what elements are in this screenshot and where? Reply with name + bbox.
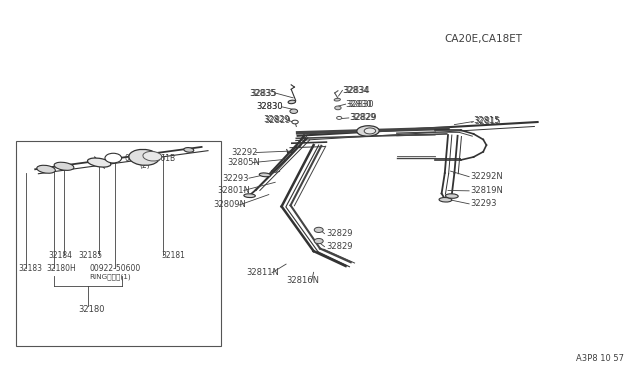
Text: 32829: 32829 bbox=[264, 116, 291, 125]
Circle shape bbox=[314, 227, 323, 232]
Text: 32816N: 32816N bbox=[287, 276, 320, 285]
Text: 32809N: 32809N bbox=[214, 201, 246, 209]
Text: 32180: 32180 bbox=[78, 305, 104, 314]
Text: 32811N: 32811N bbox=[246, 268, 279, 277]
Circle shape bbox=[335, 106, 341, 110]
Ellipse shape bbox=[445, 194, 458, 198]
Text: 32801N: 32801N bbox=[218, 186, 250, 195]
Text: 32815: 32815 bbox=[474, 116, 500, 125]
Text: 32819N: 32819N bbox=[470, 186, 503, 195]
Ellipse shape bbox=[439, 198, 452, 202]
Ellipse shape bbox=[36, 165, 56, 173]
Ellipse shape bbox=[184, 148, 194, 152]
Text: 32805N: 32805N bbox=[227, 158, 260, 167]
Circle shape bbox=[292, 120, 298, 124]
Text: 32180H: 32180H bbox=[46, 264, 76, 273]
Text: B: B bbox=[111, 155, 116, 161]
Ellipse shape bbox=[88, 158, 111, 167]
Text: A3P8 10 57: A3P8 10 57 bbox=[576, 354, 624, 363]
Ellipse shape bbox=[357, 126, 379, 136]
Text: CA20E,CA18ET: CA20E,CA18ET bbox=[445, 34, 523, 44]
Ellipse shape bbox=[129, 150, 159, 165]
Ellipse shape bbox=[334, 98, 340, 101]
Ellipse shape bbox=[244, 194, 255, 198]
Circle shape bbox=[290, 109, 298, 113]
Text: 08110-6161B: 08110-6161B bbox=[124, 154, 175, 163]
Ellipse shape bbox=[54, 162, 74, 170]
Text: 32184: 32184 bbox=[49, 251, 73, 260]
Bar bbox=[16, 141, 221, 346]
Text: 32829: 32829 bbox=[326, 229, 353, 238]
Text: 32829: 32829 bbox=[350, 113, 376, 122]
Text: 00922-50600: 00922-50600 bbox=[90, 264, 141, 273]
Circle shape bbox=[314, 238, 323, 244]
Ellipse shape bbox=[259, 173, 271, 177]
Text: 32829: 32829 bbox=[326, 242, 353, 251]
Ellipse shape bbox=[288, 100, 296, 104]
Text: 32830: 32830 bbox=[346, 100, 372, 109]
Text: 32292N: 32292N bbox=[470, 172, 503, 181]
Text: 32835: 32835 bbox=[250, 89, 276, 97]
Text: 32835: 32835 bbox=[250, 89, 277, 97]
Circle shape bbox=[105, 153, 122, 163]
Text: 32815: 32815 bbox=[474, 117, 500, 126]
Text: 32830: 32830 bbox=[257, 102, 284, 111]
Text: 32293: 32293 bbox=[223, 174, 249, 183]
Text: 32830: 32830 bbox=[347, 100, 374, 109]
Ellipse shape bbox=[143, 151, 162, 161]
Text: (2): (2) bbox=[140, 161, 150, 170]
Text: 32183: 32183 bbox=[18, 264, 42, 273]
Text: 32829: 32829 bbox=[264, 115, 290, 124]
Text: 32181: 32181 bbox=[161, 251, 185, 260]
Text: 32834: 32834 bbox=[342, 86, 369, 95]
Text: RINGリング(1): RINGリング(1) bbox=[90, 273, 131, 280]
Text: 32185: 32185 bbox=[79, 251, 102, 260]
Ellipse shape bbox=[364, 128, 376, 134]
Text: 32293: 32293 bbox=[470, 199, 497, 208]
Text: 32830: 32830 bbox=[256, 102, 283, 111]
Text: 32829: 32829 bbox=[349, 113, 375, 122]
Circle shape bbox=[337, 116, 342, 119]
Text: 32834: 32834 bbox=[344, 86, 371, 95]
Text: 32292: 32292 bbox=[232, 148, 258, 157]
